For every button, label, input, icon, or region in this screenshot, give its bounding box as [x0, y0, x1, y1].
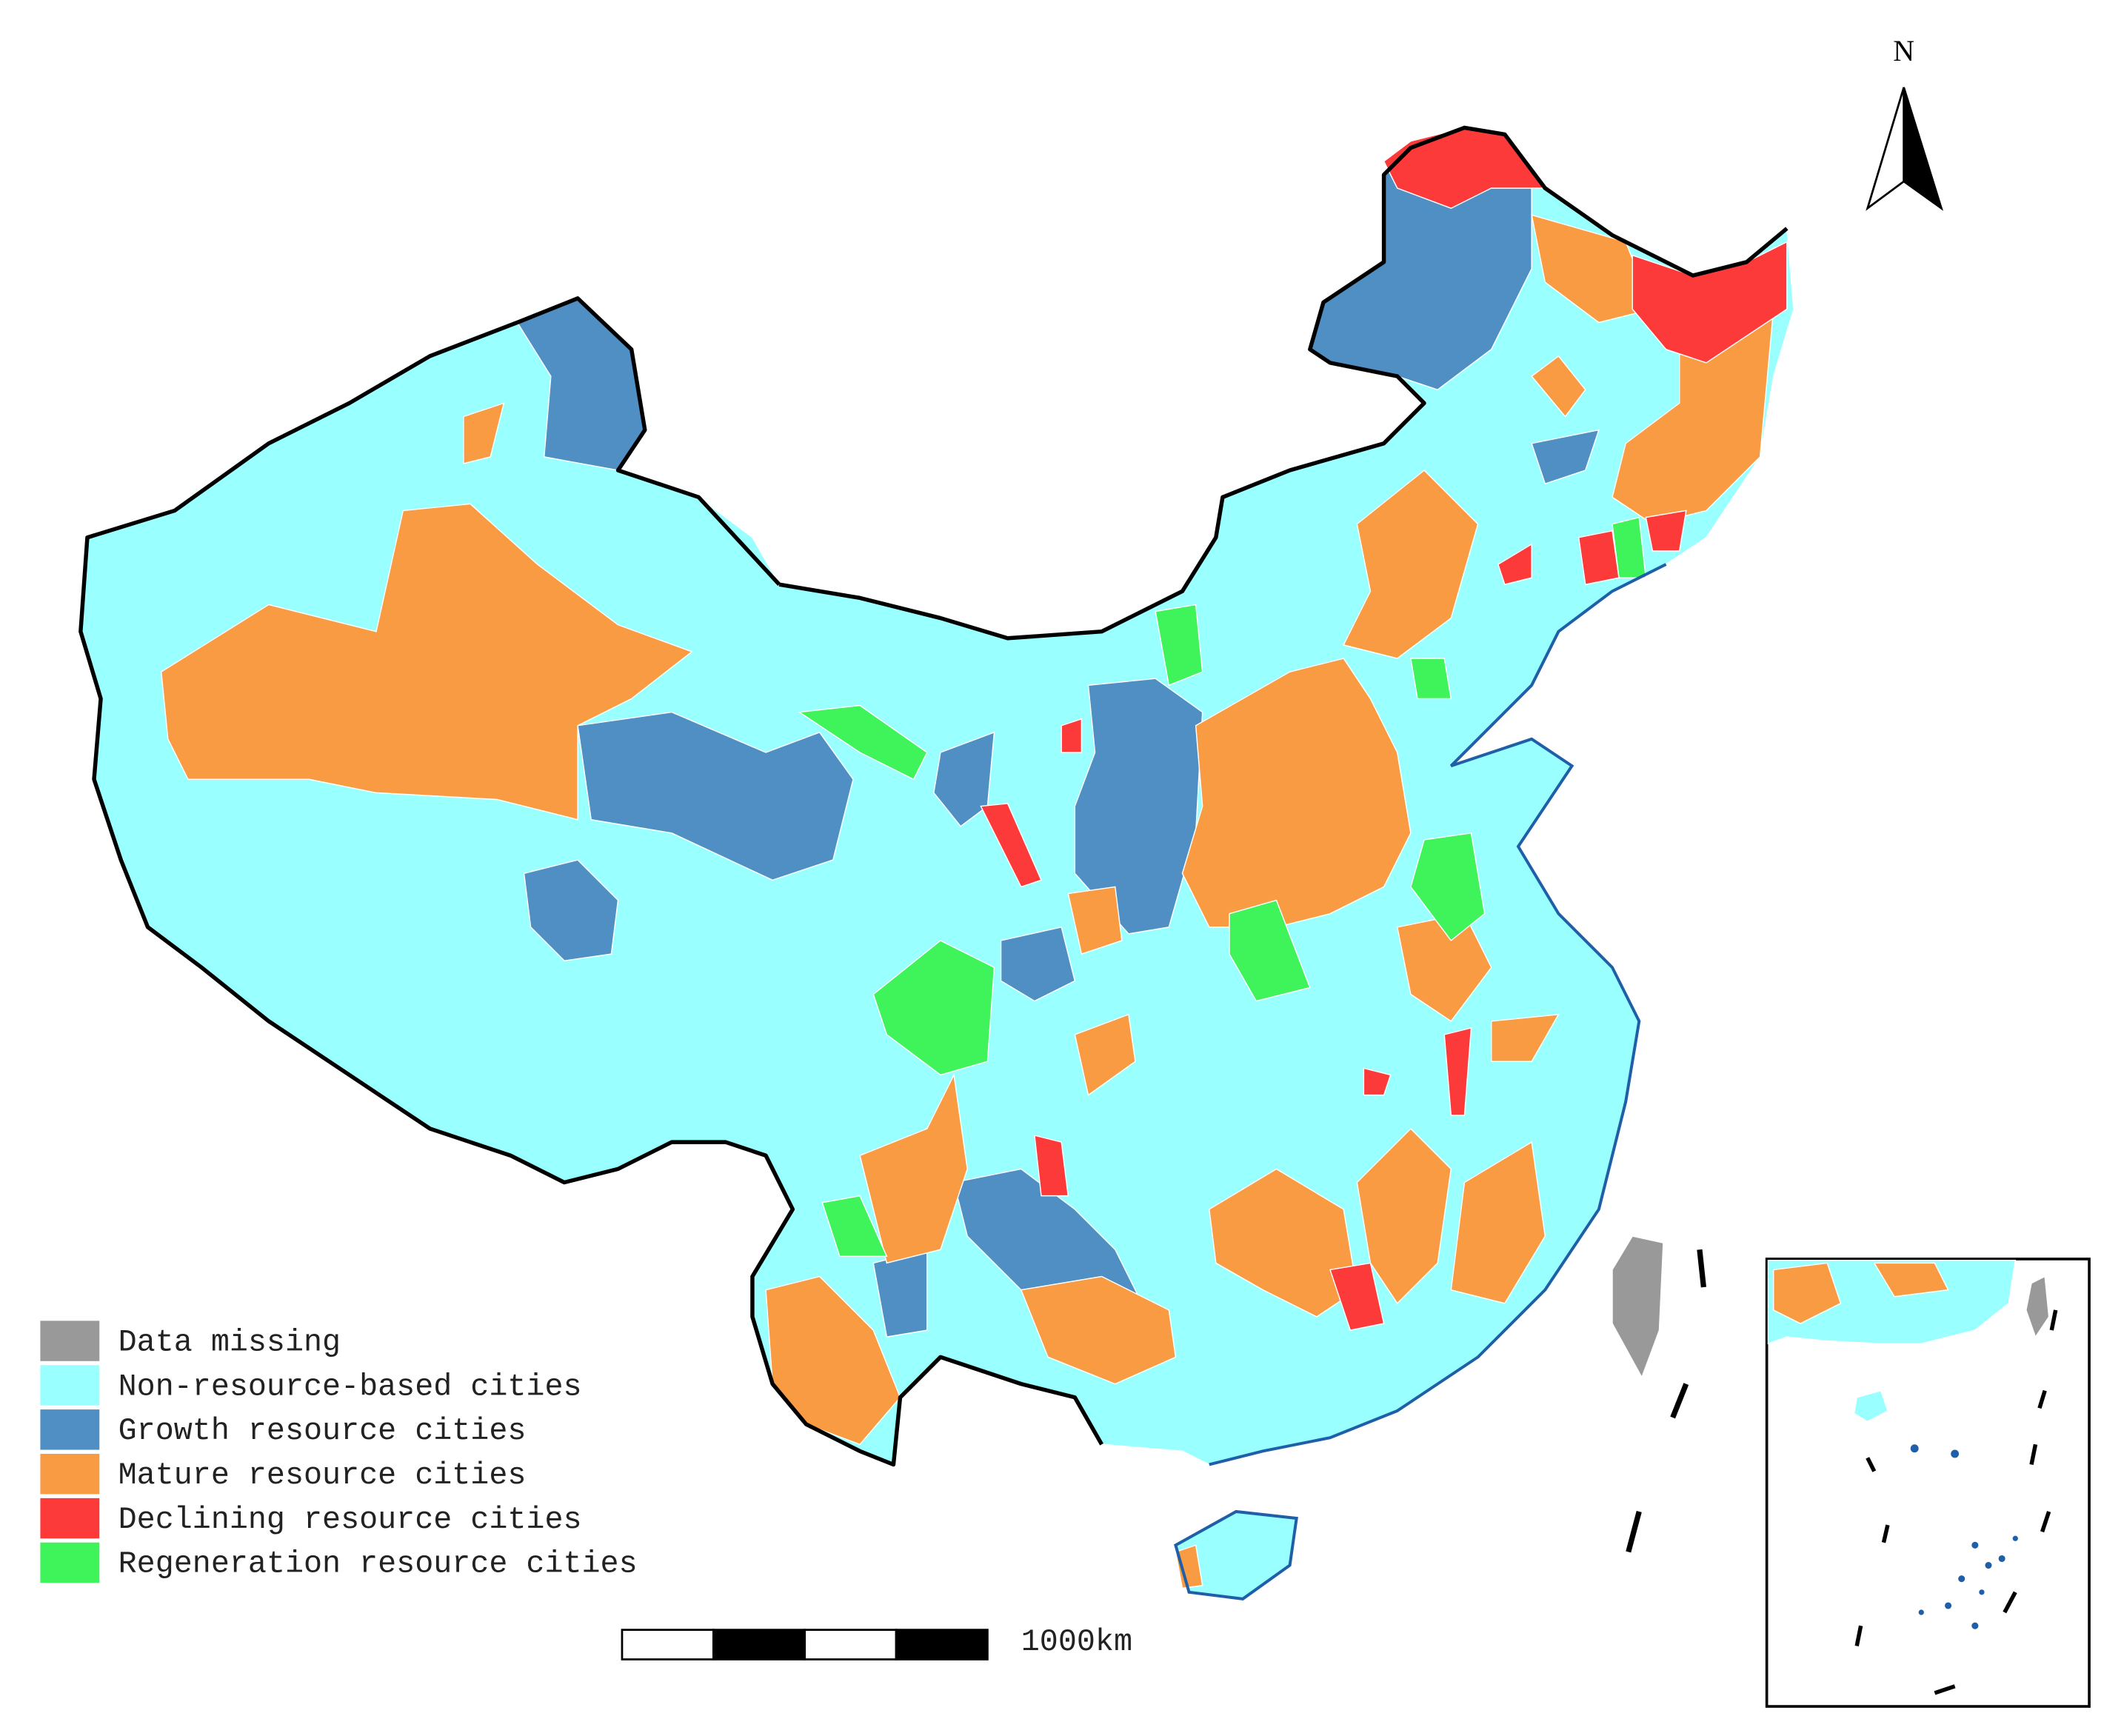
region — [980, 803, 1042, 888]
region — [1577, 530, 1620, 586]
region — [798, 704, 928, 781]
region — [1343, 470, 1479, 659]
legend-swatch — [40, 1409, 100, 1450]
region — [872, 940, 995, 1076]
region — [1034, 1135, 1069, 1197]
region — [1873, 1262, 1949, 1298]
island-outline — [1174, 1509, 1298, 1600]
region — [1000, 926, 1076, 1002]
region — [1208, 1168, 1358, 1318]
legend-swatch — [40, 1365, 100, 1406]
islands — [1910, 1444, 2018, 1629]
region — [1443, 1026, 1472, 1116]
legend-label: Mature resource cities — [118, 1458, 527, 1493]
region — [1853, 1389, 1888, 1423]
north-arrow: N — [1866, 34, 1943, 211]
region — [1074, 678, 1203, 935]
region — [1329, 1262, 1385, 1331]
region — [1175, 1544, 1203, 1589]
region — [1067, 886, 1123, 955]
dash-lines — [1854, 1309, 2058, 1695]
legend-label: Data missing — [118, 1324, 341, 1360]
region — [1410, 832, 1486, 941]
border — [79, 296, 1103, 1467]
region — [1645, 510, 1687, 552]
region — [1410, 658, 1452, 700]
legend-label: Growth resource cities — [118, 1413, 527, 1449]
region — [859, 1072, 968, 1264]
legend-label: Regeneration resource cities — [118, 1546, 638, 1582]
region — [1074, 1013, 1136, 1096]
legend-swatch — [40, 1321, 100, 1361]
legend-label: Non-resource-based cities — [118, 1369, 582, 1404]
region — [577, 711, 854, 881]
border — [778, 125, 1789, 641]
region — [1612, 516, 1647, 578]
legend-swatch — [40, 1498, 100, 1539]
region — [1363, 1067, 1392, 1096]
inset-map — [1765, 1258, 2091, 1708]
region — [2025, 1275, 2050, 1338]
region — [1181, 658, 1412, 928]
region — [933, 731, 995, 827]
region — [1061, 718, 1083, 753]
region — [523, 859, 619, 961]
coastline — [1209, 563, 1667, 1466]
legend-swatch — [40, 1453, 100, 1495]
region — [1772, 1262, 1842, 1324]
region — [1531, 429, 1600, 485]
region — [1020, 1275, 1177, 1385]
mainland-map — [79, 125, 1794, 1600]
scale-bar: 1000km — [621, 1624, 1132, 1660]
region — [1450, 1141, 1546, 1304]
region — [1612, 1235, 1664, 1379]
region — [1491, 1013, 1560, 1062]
region — [1229, 899, 1311, 1002]
region — [1155, 604, 1203, 687]
region — [1497, 543, 1532, 586]
legend: Data missing Non-resource-based cities Gro… — [40, 1321, 638, 1583]
legend-label: Declining resource cities — [118, 1502, 582, 1538]
region — [1531, 355, 1586, 418]
region — [821, 1195, 888, 1258]
region — [463, 402, 505, 464]
north-label: N — [1893, 34, 1914, 67]
scale-label: 1000km — [1021, 1624, 1132, 1660]
legend-swatch — [40, 1542, 100, 1583]
region — [160, 503, 693, 821]
dash-lines — [1626, 1249, 1706, 1553]
